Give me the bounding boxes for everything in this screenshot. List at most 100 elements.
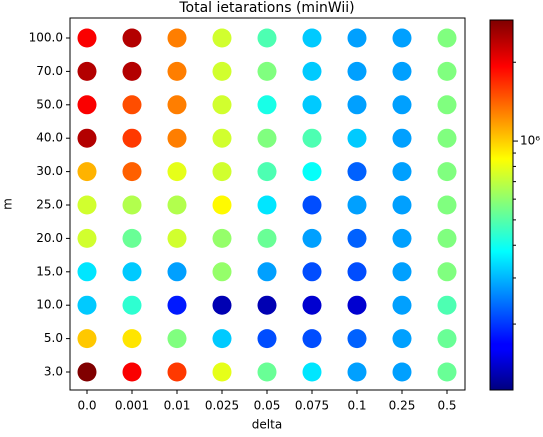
y-tick-label: 3.0 [44, 365, 63, 379]
point [437, 362, 457, 382]
y-axis-label: m [1, 198, 15, 210]
point [257, 28, 277, 48]
point [302, 362, 322, 382]
point [302, 162, 322, 182]
point [302, 128, 322, 148]
x-tick-label: 0.1 [347, 399, 366, 413]
point [347, 262, 367, 282]
point [77, 195, 97, 215]
point [257, 61, 277, 81]
y-tick-label: 15.0 [36, 264, 63, 278]
point [122, 162, 142, 182]
x-tick-label: 0.5 [437, 399, 456, 413]
point [257, 95, 277, 115]
point [392, 295, 412, 315]
point [302, 228, 322, 248]
point [122, 295, 142, 315]
point [347, 95, 367, 115]
point [77, 162, 97, 182]
point [302, 262, 322, 282]
point [212, 262, 232, 282]
point [437, 128, 457, 148]
point [212, 162, 232, 182]
point [77, 95, 97, 115]
point [257, 162, 277, 182]
point [347, 61, 367, 81]
point [347, 162, 367, 182]
x-axis-label: delta [252, 418, 282, 432]
point [212, 61, 232, 81]
point [437, 28, 457, 48]
point [77, 329, 97, 349]
point [212, 128, 232, 148]
x-tick-label: 0.001 [115, 399, 149, 413]
point [77, 362, 97, 382]
point [77, 28, 97, 48]
point [347, 329, 367, 349]
point [167, 28, 187, 48]
point [167, 162, 187, 182]
y-tick-label: 40.0 [36, 131, 63, 145]
point [77, 128, 97, 148]
point [122, 128, 142, 148]
point [122, 362, 142, 382]
point [392, 329, 412, 349]
point [392, 362, 412, 382]
point [257, 128, 277, 148]
point [257, 329, 277, 349]
x-tick-label: 0.25 [389, 399, 416, 413]
point [392, 128, 412, 148]
point [212, 362, 232, 382]
y-tick-label: 30.0 [36, 164, 63, 178]
point [347, 195, 367, 215]
point [302, 195, 322, 215]
point [77, 262, 97, 282]
point [77, 228, 97, 248]
point [122, 95, 142, 115]
y-tick-label: 5.0 [44, 331, 63, 345]
point [257, 262, 277, 282]
point [437, 162, 457, 182]
point [347, 28, 367, 48]
point [437, 262, 457, 282]
point [212, 295, 232, 315]
point [392, 61, 412, 81]
point [347, 295, 367, 315]
point [302, 28, 322, 48]
point [392, 228, 412, 248]
point [167, 295, 187, 315]
y-tick-label: 50.0 [36, 97, 63, 111]
point [302, 329, 322, 349]
point [212, 329, 232, 349]
point [167, 262, 187, 282]
point [437, 228, 457, 248]
x-tick-label: 0.0 [77, 399, 96, 413]
point [437, 195, 457, 215]
point [437, 295, 457, 315]
point [347, 362, 367, 382]
point [122, 262, 142, 282]
point [347, 228, 367, 248]
point [167, 195, 187, 215]
y-tick-label: 10.0 [36, 298, 63, 312]
point [212, 195, 232, 215]
point [167, 228, 187, 248]
point [257, 362, 277, 382]
point [302, 61, 322, 81]
point [392, 195, 412, 215]
point [167, 95, 187, 115]
point [257, 195, 277, 215]
point [392, 28, 412, 48]
point [77, 61, 97, 81]
point [122, 28, 142, 48]
point [167, 329, 187, 349]
x-tick-label: 0.05 [254, 399, 281, 413]
point [257, 295, 277, 315]
colorbar-tick-label: 10⁶ [520, 134, 540, 148]
point [77, 295, 97, 315]
point [167, 128, 187, 148]
point [392, 162, 412, 182]
x-tick-label: 0.025 [205, 399, 239, 413]
y-tick-label: 70.0 [36, 64, 63, 78]
